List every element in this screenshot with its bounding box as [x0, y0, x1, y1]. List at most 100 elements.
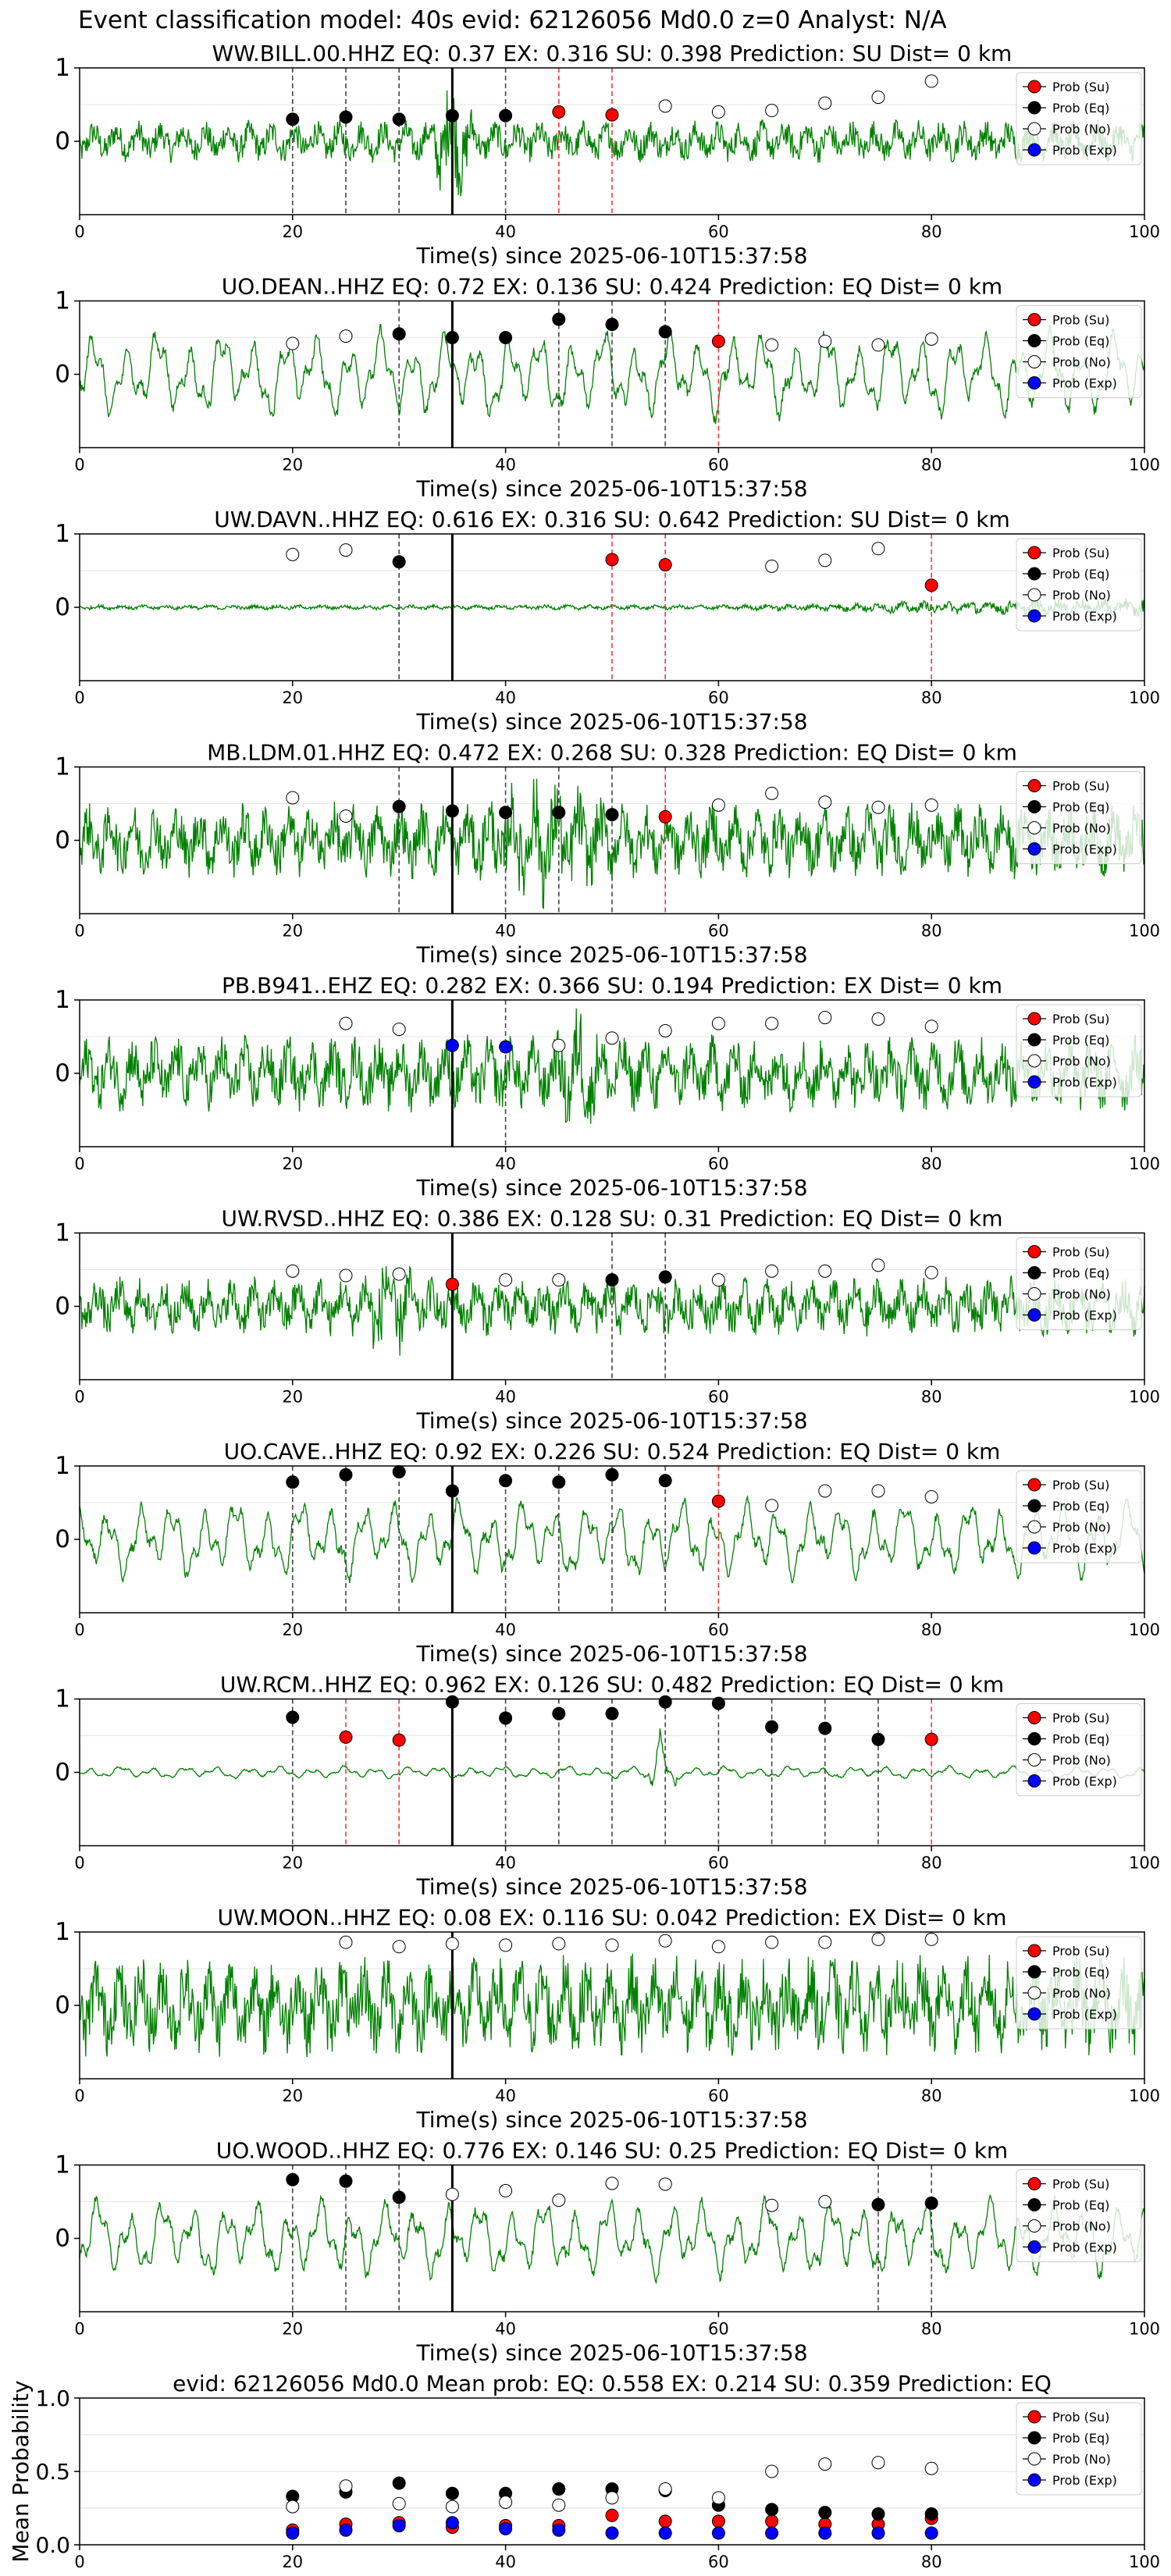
- prob-point-no: [871, 2456, 885, 2470]
- prob-point-no: [818, 2457, 832, 2471]
- legend-label: Prob (Eq): [1052, 1965, 1109, 1980]
- x-tick-label: 40: [495, 2087, 516, 2105]
- prob-point-su: [658, 557, 672, 571]
- panel-10: UO.WOOD..HHZ EQ: 0.776 EX: 0.146 SU: 0.2…: [55, 2138, 1160, 2366]
- legend-label: Prob (Eq): [1052, 2431, 1109, 2446]
- y-tick-label: 1: [55, 520, 70, 548]
- prob-point-no: [924, 798, 938, 812]
- legend-marker-su: [1027, 1012, 1041, 1026]
- panel-title: UO.CAVE..HHZ EQ: 0.92 EX: 0.226 SU: 0.52…: [224, 1439, 1001, 1464]
- x-tick-label: 40: [495, 456, 516, 475]
- prob-point-no: [711, 798, 725, 812]
- prob-point-no: [552, 2194, 566, 2208]
- x-tick-label: 20: [282, 2320, 303, 2339]
- prob-point-eq: [605, 808, 619, 822]
- x-tick-label: 40: [495, 2553, 516, 2571]
- prob-point-eq: [499, 1711, 513, 1725]
- prob-point-no: [871, 1012, 885, 1026]
- y-axis-label: Mean Probability: [8, 2380, 34, 2562]
- panel-title: UO.WOOD..HHZ EQ: 0.776 EX: 0.146 SU: 0.2…: [216, 2138, 1008, 2164]
- legend-marker-no: [1027, 1520, 1041, 1534]
- x-tick-label: 0: [74, 1621, 84, 1639]
- x-tick-label: 40: [495, 688, 516, 707]
- legend-label: Prob (Exp): [1052, 2473, 1117, 2488]
- panel-3: UW.DAVN..HHZ EQ: 0.616 EX: 0.316 SU: 0.6…: [55, 507, 1160, 735]
- legend-label: Prob (No): [1052, 1986, 1111, 2001]
- legend-marker-eq: [1027, 1033, 1041, 1047]
- prob-point-exp: [499, 2521, 513, 2535]
- x-tick-label: 60: [708, 1854, 729, 1873]
- legend-marker-no: [1027, 1753, 1041, 1767]
- legend-label: Prob (Su): [1052, 1012, 1109, 1026]
- prob-point-exp: [552, 2523, 566, 2537]
- prob-point-su: [605, 553, 619, 567]
- x-tick-label: 100: [1129, 1854, 1160, 1873]
- prob-point-no: [339, 543, 353, 557]
- x-tick-label: 100: [1129, 2553, 1160, 2571]
- x-tick-label: 40: [495, 1388, 516, 1407]
- legend-box: [1016, 2169, 1142, 2262]
- prob-point-su: [658, 809, 672, 824]
- prob-point-no: [818, 334, 832, 348]
- x-axis-label: Time(s) since 2025-06-10T15:37:58: [415, 942, 807, 968]
- y-tick-label: 0: [55, 2225, 70, 2253]
- prob-point-no: [924, 1932, 938, 1946]
- prob-point-exp: [286, 2526, 300, 2540]
- prob-point-eq: [286, 1475, 300, 1489]
- legend-label: Prob (Su): [1052, 2177, 1109, 2192]
- prob-point-eq: [445, 109, 459, 123]
- legend-label: Prob (No): [1052, 2219, 1111, 2234]
- x-tick-label: 60: [708, 222, 729, 241]
- legend: Prob (Su) Prob (Eq) Prob (No) Prob (Exp): [1016, 2169, 1142, 2262]
- x-tick-label: 40: [495, 1621, 516, 1639]
- legend-marker-eq: [1027, 1732, 1041, 1745]
- legend-marker-su: [1027, 1944, 1041, 1958]
- x-tick-label: 60: [708, 456, 729, 475]
- legend-marker-exp: [1027, 1541, 1041, 1555]
- y-tick-label: 1: [55, 2151, 70, 2179]
- x-axis-label: Time(s) since 2025-06-10T15:37:58: [415, 1175, 807, 1201]
- legend-label: Prob (Exp): [1052, 2007, 1117, 2022]
- prob-point-su: [711, 334, 725, 348]
- legend-marker-eq: [1027, 1965, 1041, 1979]
- legend-marker-eq: [1027, 2198, 1041, 2211]
- x-tick-label: 60: [708, 2553, 729, 2571]
- prob-point-no: [765, 1499, 779, 1513]
- x-tick-label: 80: [921, 2553, 942, 2571]
- plot-frame: [79, 1931, 1145, 2080]
- legend: Prob (Su) Prob (Eq) Prob (No) Prob (Exp): [1016, 771, 1142, 864]
- y-tick-label: 0: [55, 827, 70, 855]
- legend-marker-eq: [1027, 1266, 1041, 1279]
- legend-label: Prob (Eq): [1052, 2198, 1109, 2213]
- legend-marker-eq: [1027, 1499, 1041, 1513]
- prob-point-no: [499, 1938, 513, 1952]
- prob-point-su: [924, 578, 938, 592]
- x-tick-label: 0: [74, 1155, 84, 1173]
- x-tick-label: 100: [1129, 222, 1160, 241]
- legend-marker-no: [1027, 1986, 1041, 2000]
- x-tick-label: 80: [921, 2320, 942, 2339]
- x-axis-label: Time(s) since 2025-06-10T15:37:58: [415, 709, 807, 735]
- legend-box: [1016, 1936, 1142, 2030]
- y-tick-label: 1: [55, 1219, 70, 1247]
- y-tick-label: 0: [55, 1059, 70, 1087]
- y-tick-label: 1: [55, 753, 70, 781]
- prob-point-no: [658, 99, 672, 113]
- legend-marker-su: [1027, 2177, 1041, 2190]
- x-tick-label: 60: [708, 922, 729, 941]
- x-tick-label: 100: [1129, 1388, 1160, 1407]
- panel-7: UO.CAVE..HHZ EQ: 0.92 EX: 0.226 SU: 0.52…: [55, 1439, 1160, 1667]
- legend-marker-no: [1027, 2219, 1041, 2233]
- prob-point-no: [765, 104, 779, 118]
- x-tick-label: 20: [282, 1621, 303, 1639]
- x-tick-label: 0: [74, 222, 84, 241]
- legend-box: [1016, 2402, 1142, 2496]
- panel-title: evid: 62126056 Md0.0 Mean prob: EQ: 0.55…: [173, 2371, 1052, 2396]
- prob-point-eq: [286, 2172, 300, 2186]
- x-tick-label: 40: [495, 222, 516, 241]
- legend-box: [1016, 1237, 1142, 1330]
- prob-point-no: [765, 338, 779, 352]
- prob-point-no: [765, 1264, 779, 1278]
- prob-point-no: [818, 2195, 832, 2208]
